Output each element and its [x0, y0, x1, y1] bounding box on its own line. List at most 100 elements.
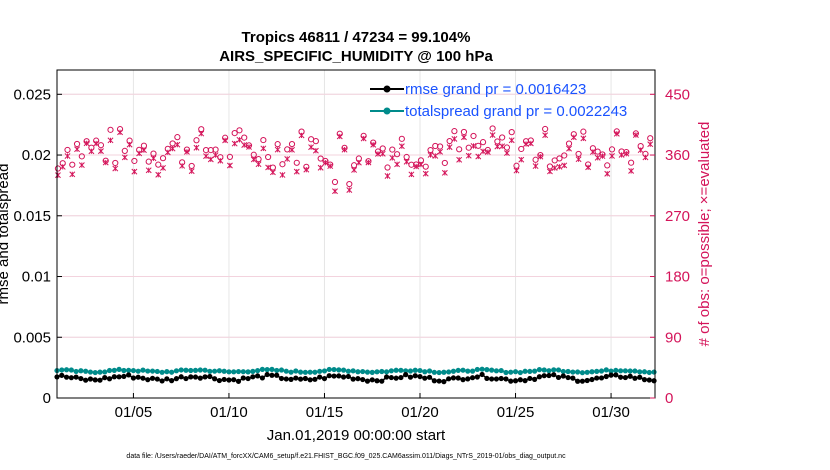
y-tick-label-left: 0.005 [13, 329, 51, 346]
obs-evaluated-marker [647, 141, 654, 148]
totalspread-point [78, 368, 84, 374]
totalspread-point [221, 368, 227, 374]
totalspread-point [508, 369, 514, 375]
obs-possible-marker [456, 146, 463, 153]
obs-evaluated-marker [465, 152, 472, 159]
totalspread-point [331, 366, 337, 373]
rmse-point [565, 374, 571, 381]
rmse-point [111, 374, 117, 380]
obs-possible-marker [594, 148, 601, 155]
rmse-point [340, 374, 347, 380]
rmse-point [360, 376, 366, 383]
totalspread-point [603, 367, 609, 373]
obs-possible-marker [436, 143, 444, 150]
obs-evaluated-marker [145, 167, 152, 174]
rmse-point [121, 373, 127, 380]
obs-evaluated-marker [255, 161, 262, 168]
rmse-point [426, 374, 433, 380]
totalspread-point [441, 369, 447, 375]
obs-possible-marker [389, 146, 396, 153]
totalspread-point [307, 369, 313, 375]
obs-evaluated-marker [250, 156, 257, 163]
obs-possible-marker [78, 153, 85, 160]
totalspread-point [269, 366, 275, 372]
rmse-point [106, 376, 113, 382]
obs-evaluated-marker [355, 159, 362, 166]
totalspread-point [532, 368, 538, 374]
rmse-point [431, 378, 437, 384]
totalspread-point [83, 368, 89, 374]
obs-possible-marker [379, 145, 386, 152]
obs-possible-marker [284, 146, 291, 153]
obs-possible-marker [398, 135, 405, 142]
rmse-point [192, 374, 199, 380]
totalspread-point [436, 369, 442, 376]
y-tick-label-right: 0 [665, 390, 673, 407]
obs-evaluated-marker [642, 154, 649, 161]
obs-evaluated-marker [289, 146, 295, 153]
obs-possible-marker [489, 125, 496, 132]
rmse-point [508, 378, 514, 384]
totalspread-point [173, 368, 180, 374]
rmse-point [83, 377, 89, 383]
obs-evaluated-marker [437, 148, 444, 155]
totalspread-point [188, 367, 194, 374]
totalspread-point [106, 367, 113, 374]
obs-evaluated-marker [561, 162, 568, 169]
obs-possible-marker [193, 137, 200, 144]
rmse-point [532, 376, 538, 382]
obs-evaluated-marker [207, 156, 214, 163]
rmse-point [627, 373, 633, 379]
obs-evaluated-marker [508, 137, 515, 144]
totalspread-point [589, 369, 595, 375]
totalspread-point [627, 368, 633, 374]
rmse-point [250, 374, 256, 380]
obs-evaluated-marker [174, 141, 181, 148]
obs-possible-marker [580, 128, 587, 135]
rmse-point [312, 376, 318, 382]
rmse-point [522, 378, 528, 384]
obs-evaluated-marker [112, 165, 119, 172]
totalspread-point [637, 369, 643, 375]
rmse-point [326, 373, 332, 379]
obs-evaluated-marker [260, 145, 267, 152]
rmse-point [579, 378, 585, 384]
totalspread-point [493, 368, 500, 374]
totalspread-point [364, 369, 371, 375]
obs-possible-marker [97, 142, 105, 149]
totalspread-point [192, 367, 199, 373]
obs-evaluated-marker [351, 167, 358, 173]
rmse-point [240, 375, 246, 381]
rmse-point [479, 371, 485, 378]
totalspread-point [422, 369, 428, 375]
obs-possible-marker [131, 157, 138, 165]
totalspread-point [503, 369, 509, 376]
obs-evaluated-marker [279, 171, 286, 178]
rmse-point [546, 372, 552, 379]
x-axis-tick-labels: 01/05 01/10 01/15 01/20 01/25 01/30 [115, 404, 630, 421]
rmse-point [235, 378, 242, 384]
x-tick-label: 01/10 [210, 404, 248, 421]
obs-possible-marker [293, 159, 300, 166]
obs-evaluated-marker [460, 134, 467, 141]
totalspread-point [183, 367, 189, 373]
obs-evaluated-marker [403, 158, 410, 165]
obs-evaluated-marker [470, 143, 477, 149]
rmse-point [73, 374, 79, 380]
totalspread-point [336, 367, 342, 373]
totalspread-point [159, 369, 165, 375]
obs-evaluated-marker [140, 147, 147, 154]
totalspread-point [379, 368, 385, 375]
totalspread-point [474, 366, 480, 373]
obs-evaluated-marker [523, 141, 529, 147]
obs-possible-marker [604, 162, 611, 169]
obs-evaluated-marker [121, 154, 128, 161]
rmse-point [527, 375, 533, 382]
rmse-point [517, 377, 523, 383]
obs-evaluated-marker [456, 156, 463, 163]
plot-area [57, 70, 655, 398]
obs-evaluated-marker [432, 152, 439, 159]
rmse-point [570, 375, 576, 381]
rmse-point [637, 374, 643, 380]
